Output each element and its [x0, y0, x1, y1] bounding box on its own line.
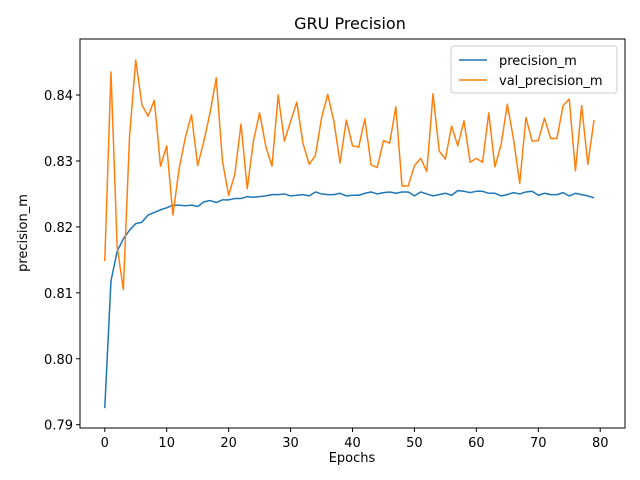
x-axis-label: Epochs	[329, 451, 376, 466]
y-axis: 0.79 0.80 0.81 0.82 0.83 0.84	[44, 89, 80, 434]
y-tick-label: 0.81	[44, 287, 73, 302]
series-line-val-precision-m	[104, 59, 595, 291]
x-tick-label: 60	[468, 436, 485, 451]
x-tick-label: 80	[592, 436, 609, 451]
x-tick-label: 30	[282, 436, 299, 451]
y-tick-label: 0.80	[44, 353, 73, 368]
legend-box	[450, 45, 618, 94]
y-tick-label: 0.79	[44, 419, 73, 434]
y-axis-label: precision_m	[16, 194, 31, 272]
legend: precision_m val_precision_m	[450, 45, 618, 94]
x-tick-label: 70	[530, 436, 547, 451]
y-tick-label: 0.82	[44, 221, 73, 236]
chart-title: GRU Precision	[294, 14, 406, 33]
y-tick-label: 0.84	[44, 89, 73, 104]
legend-label: val_precision_m	[499, 74, 603, 89]
legend-label: precision_m	[499, 54, 577, 69]
x-tick-label: 0	[101, 436, 109, 451]
x-tick-label: 50	[406, 436, 423, 451]
y-tick-label: 0.83	[44, 155, 73, 170]
series-line-precision-m	[104, 189, 595, 409]
x-tick-label: 10	[158, 436, 175, 451]
x-tick-label: 20	[220, 436, 237, 451]
plot-area	[104, 59, 595, 409]
x-axis: 0 10 20 30 40 50 60 70 80	[101, 428, 609, 451]
x-tick-label: 40	[344, 436, 361, 451]
